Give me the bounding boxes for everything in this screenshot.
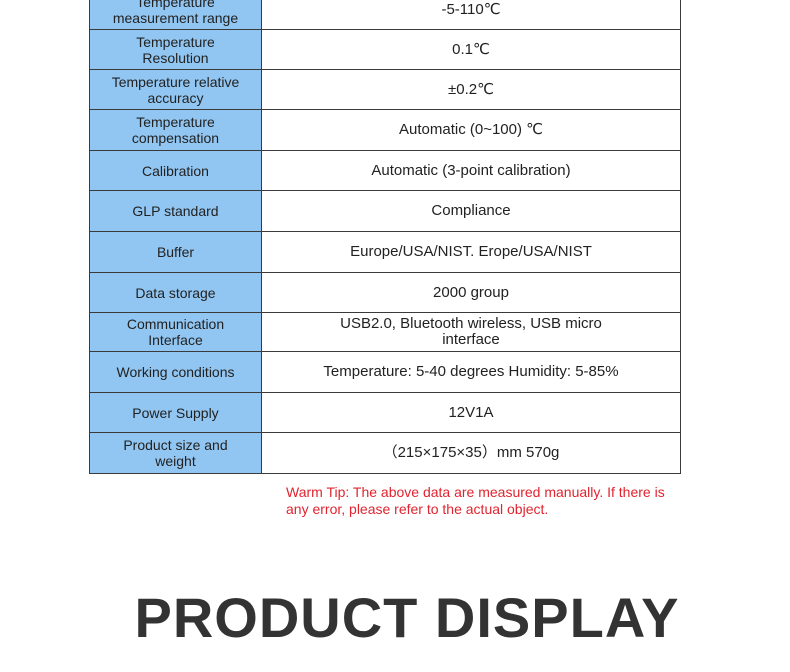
value-text: Compliance [431,202,511,219]
value-cell: ±0.2℃ [261,69,681,110]
value-text: USB2.0, Bluetooth wireless, USB micro in… [340,315,602,348]
label-cell: Temperature relative accuracy [89,69,262,110]
value-cell: Automatic (0~100) ℃ [261,109,681,151]
value-text: Automatic (0~100) ℃ [399,121,543,138]
value-cell: 0.1℃ [261,29,681,70]
value-cell: Automatic (3-point calibration) [261,150,681,191]
label-text: Temperature Resolution [136,33,215,66]
value-text: Temperature: 5-40 degrees Humidity: 5-85… [323,363,619,380]
value-text: -5-110℃ [441,0,501,18]
label-text: GLP standard [132,203,219,219]
value-text: Europe/USA/NIST. Erope/USA/NIST [350,243,592,260]
value-text: ±0.2℃ [448,80,494,98]
label-cell: Product size and weight [89,432,262,474]
value-cell: （215×175×35）mm 570g [261,432,681,474]
label-cell: Temperature measurement range [89,0,262,30]
label-text: Temperature measurement range [112,0,239,26]
warm-tip: Warm Tip: The above data are measured ma… [286,484,665,517]
label-cell: Data storage [89,272,262,313]
section-title: PRODUCT DISPLAY [134,586,680,649]
value-cell: Temperature: 5-40 degrees Humidity: 5-85… [261,351,681,393]
label-text: Product size and weight [123,437,228,469]
label-text: Calibration [142,162,209,179]
value-text: 12V1A [448,403,494,421]
value-cell: 12V1A [261,392,681,433]
value-text: 0.1℃ [452,40,490,58]
value-cell: 2000 group [261,272,681,313]
value-text: （215×175×35）mm 570g [382,444,560,461]
label-text: Data storage [135,284,216,301]
label-text: Working conditions [116,364,235,380]
label-text: Buffer [156,244,195,260]
value-cell: -5-110℃ [261,0,681,30]
value-text: Automatic (3-point calibration) [371,161,571,179]
label-text: Temperature compensation [131,114,220,146]
value-cell: Compliance [261,190,681,232]
label-cell: Calibration [89,150,262,191]
value-cell: USB2.0, Bluetooth wireless, USB micro in… [261,312,681,352]
label-text: Power Supply [132,404,219,421]
label-cell: GLP standard [89,190,262,232]
label-cell: Temperature compensation [89,109,262,151]
label-cell: Temperature Resolution [89,29,262,70]
label-cell: Communication Interface [89,312,262,352]
label-cell: Buffer [89,231,262,273]
label-cell: Working conditions [89,351,262,393]
value-cell: Europe/USA/NIST. Erope/USA/NIST [261,231,681,273]
label-cell: Power Supply [89,392,262,433]
label-text: Communication Interface [126,316,225,348]
value-text: 2000 group [433,283,509,301]
label-text: Temperature relative accuracy [111,73,240,106]
